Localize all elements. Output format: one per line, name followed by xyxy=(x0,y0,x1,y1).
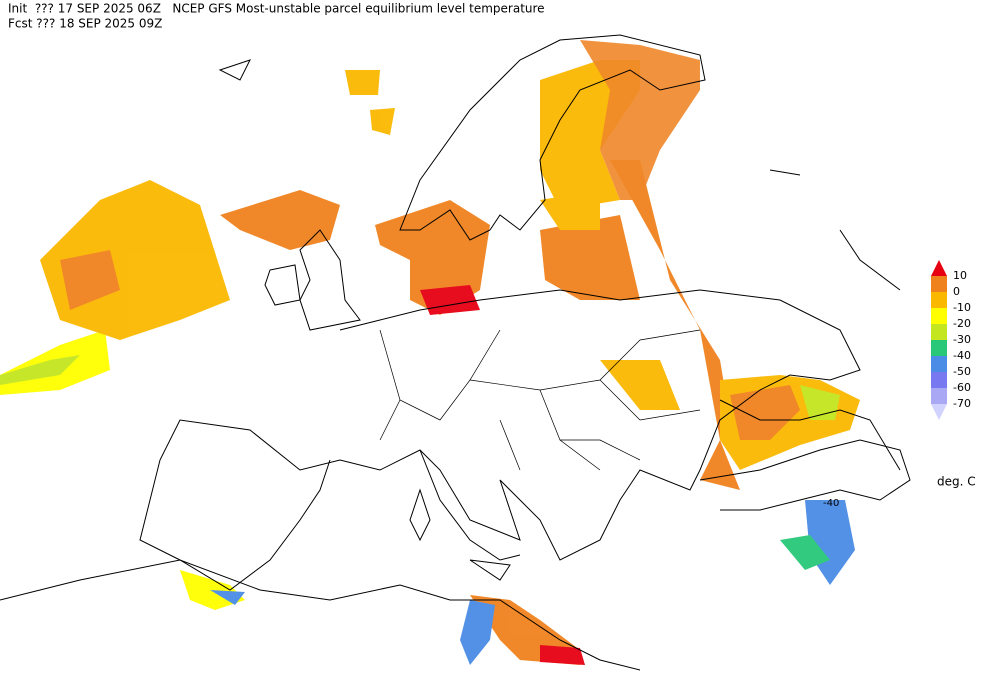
legend-triangle xyxy=(931,404,947,420)
legend-label: 10 xyxy=(953,269,967,282)
legend-label: -40 xyxy=(953,349,971,362)
legend-swatch xyxy=(931,372,947,388)
header-init: Init ??? 17 SEP 2025 06Z NCEP GFS Most-u… xyxy=(8,2,545,16)
legend-swatch xyxy=(931,340,947,356)
legend-swatch xyxy=(931,356,947,372)
coastlines xyxy=(0,34,911,671)
legend-swatch xyxy=(931,276,947,292)
legend-unit: deg. C xyxy=(937,475,976,489)
legend: 10 0 -10 -20 -30 -40 -50 -60 -70 xyxy=(931,260,971,420)
header-fcst: Fcst ??? 18 SEP 2025 09Z xyxy=(8,17,162,31)
fields xyxy=(0,40,860,665)
legend-swatch xyxy=(931,308,947,324)
legend-label: -50 xyxy=(953,365,971,378)
legend-swatch xyxy=(931,324,947,340)
legend-label: -60 xyxy=(953,381,971,394)
legend-label: -20 xyxy=(953,317,971,330)
legend-swatch xyxy=(931,292,947,308)
map: -40 xyxy=(0,34,911,671)
legend-label: -70 xyxy=(953,397,971,410)
legend-swatch xyxy=(931,388,947,404)
legend-label: -30 xyxy=(953,333,971,346)
legend-label: 0 xyxy=(953,285,960,298)
contour-label: -40 xyxy=(823,498,839,509)
legend-triangle xyxy=(931,260,947,276)
legend-label: -10 xyxy=(953,301,971,314)
borders xyxy=(379,329,701,471)
